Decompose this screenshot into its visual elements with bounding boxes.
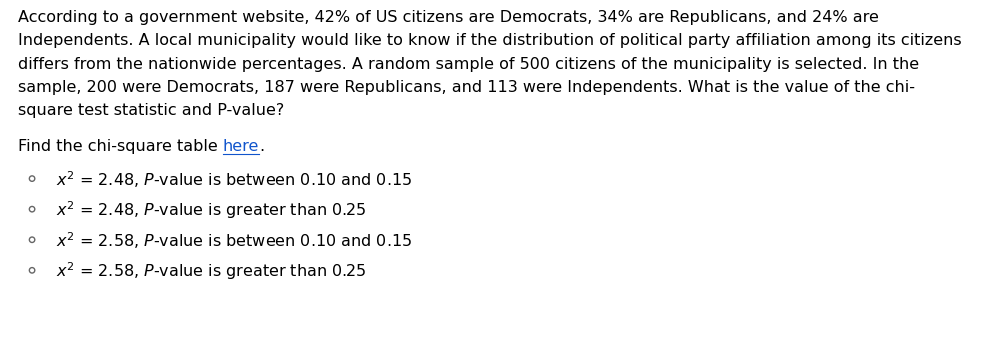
- Text: square test statistic and P-value?: square test statistic and P-value?: [18, 103, 285, 118]
- Text: .: .: [260, 139, 265, 154]
- Text: sample, 200 were Democrats, 187 were Republicans, and 113 were Independents. Wha: sample, 200 were Democrats, 187 were Rep…: [18, 80, 915, 95]
- Text: Independents. A local municipality would like to know if the distribution of pol: Independents. A local municipality would…: [18, 33, 962, 48]
- Text: According to a government website, 42% of US citizens are Democrats, 34% are Rep: According to a government website, 42% o…: [18, 10, 879, 25]
- Text: $\it{x}^2$ = 2.58, $\it{P}$-value is greater than 0.25: $\it{x}^2$ = 2.58, $\it{P}$-value is gre…: [56, 261, 367, 282]
- Text: $\it{x}^2$ = 2.48, $\it{P}$-value is between 0.10 and 0.15: $\it{x}^2$ = 2.48, $\it{P}$-value is bet…: [56, 169, 412, 190]
- Text: $\it{x}^2$ = 2.58, $\it{P}$-value is between 0.10 and 0.15: $\it{x}^2$ = 2.58, $\it{P}$-value is bet…: [56, 230, 412, 251]
- Text: $\it{x}^2$ = 2.48, $\it{P}$-value is greater than 0.25: $\it{x}^2$ = 2.48, $\it{P}$-value is gre…: [56, 199, 367, 221]
- Text: here: here: [222, 139, 260, 154]
- Text: differs from the nationwide percentages. A random sample of 500 citizens of the : differs from the nationwide percentages.…: [18, 57, 919, 72]
- Text: Find the chi-square table: Find the chi-square table: [18, 139, 222, 154]
